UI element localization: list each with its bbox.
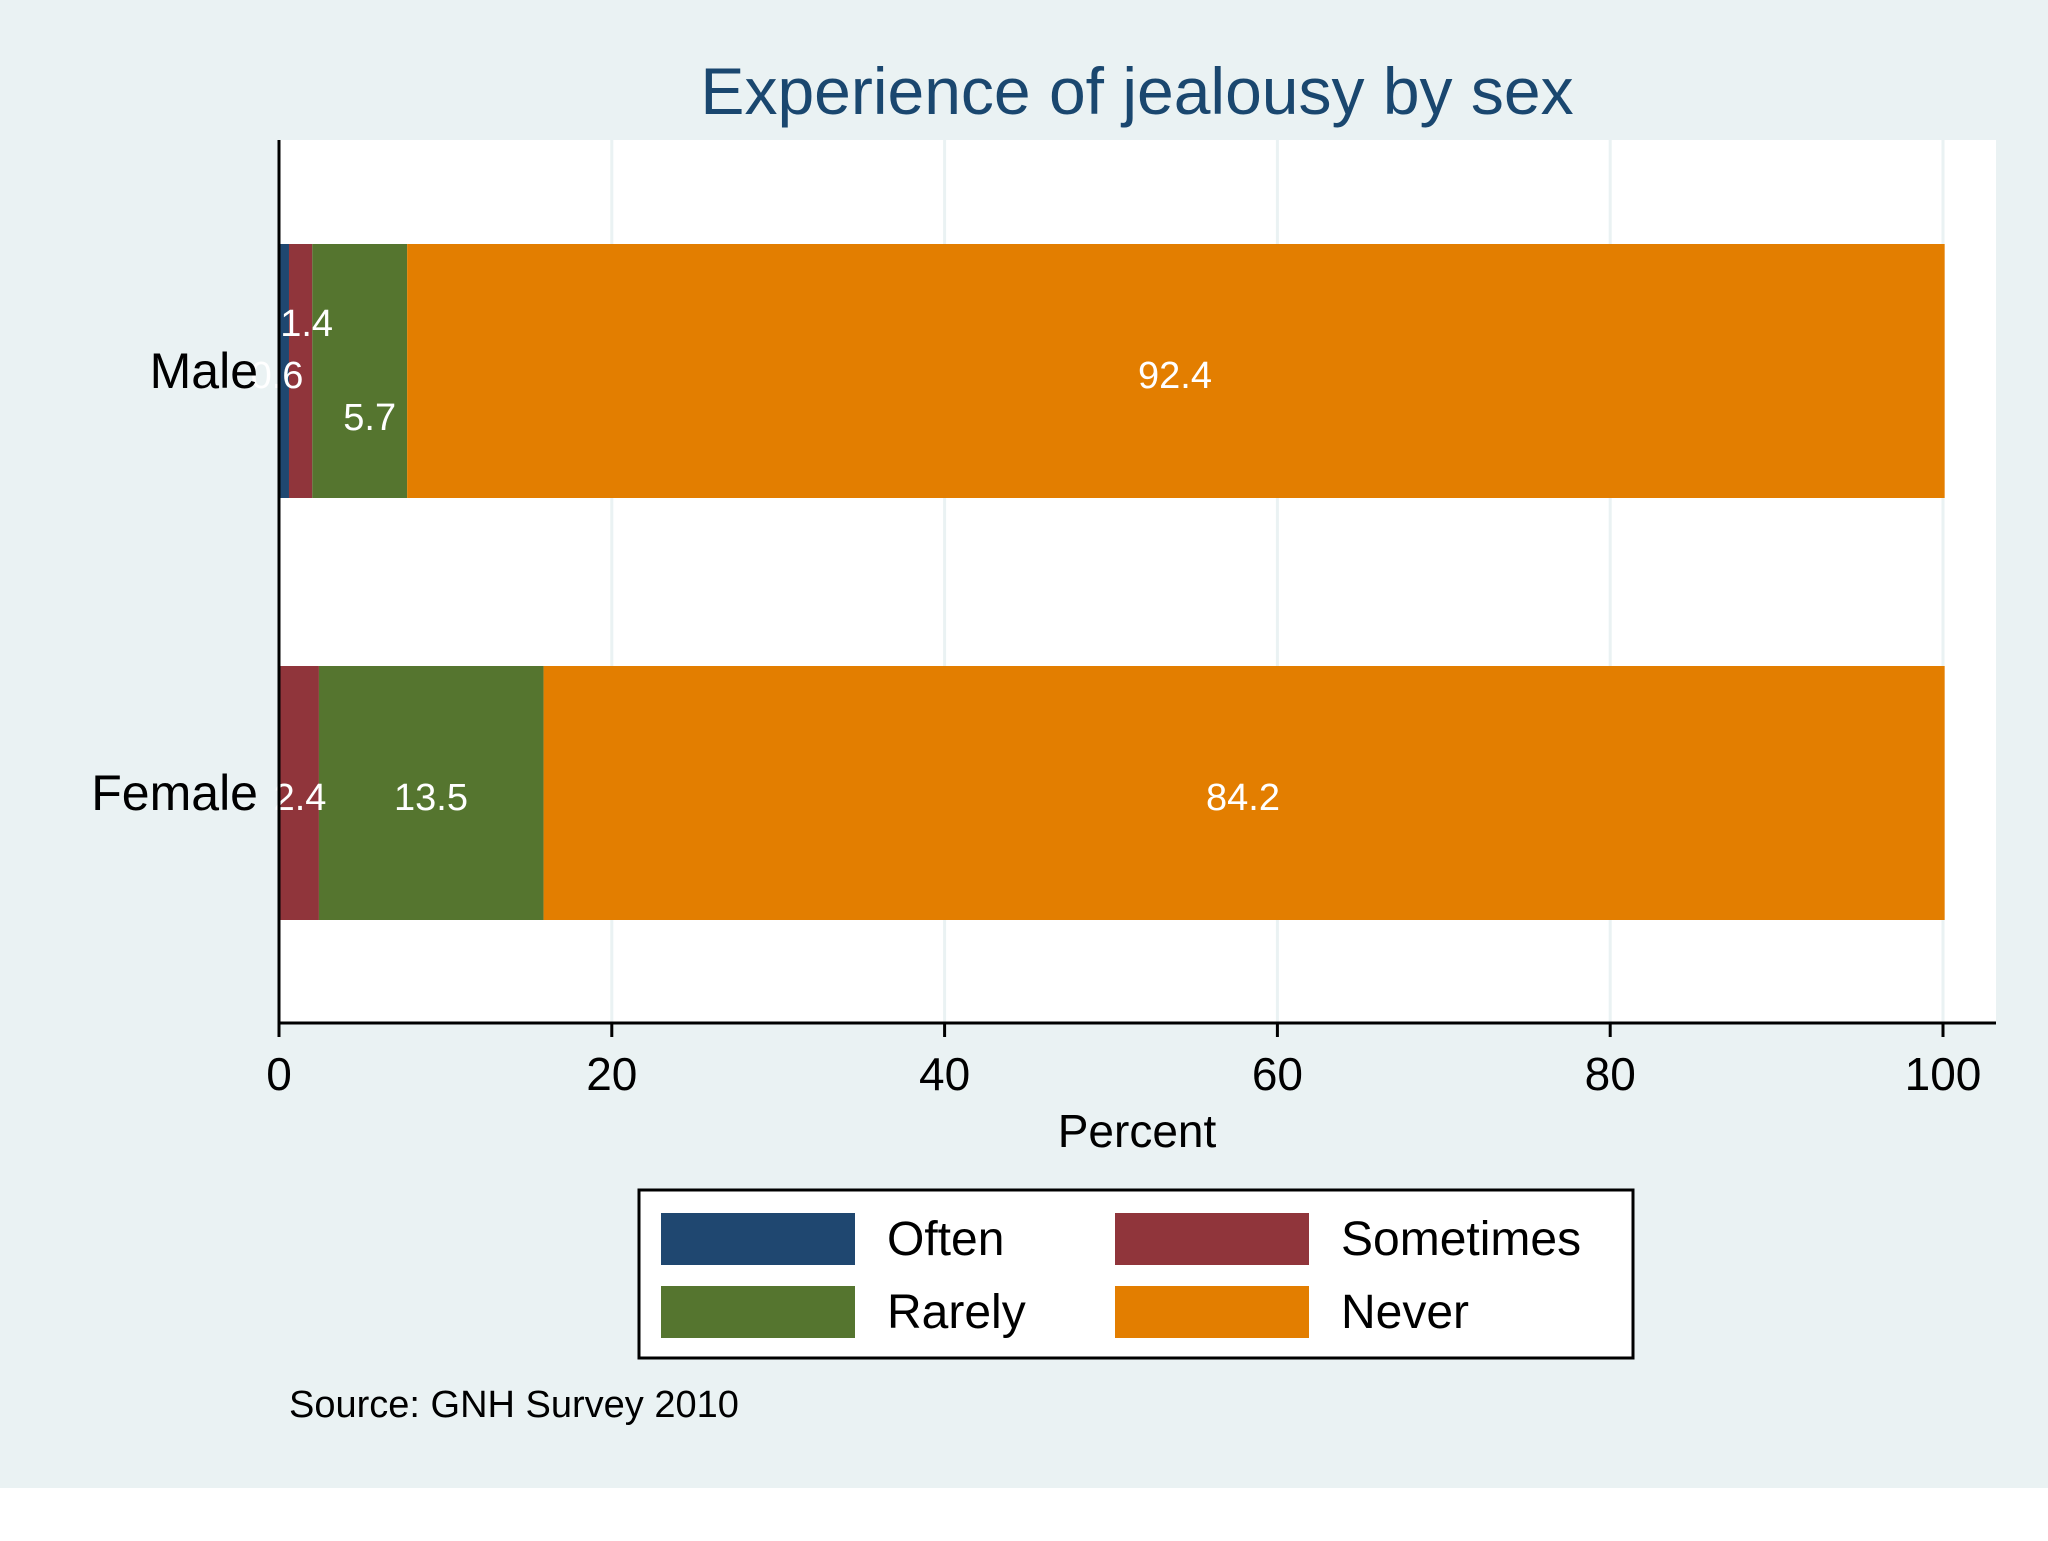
- bar-segment-sometimes: [288, 244, 313, 498]
- bar-segment-rarely: [318, 666, 544, 920]
- x-tick-label: 40: [919, 1048, 970, 1100]
- x-tick-label: 0: [266, 1048, 292, 1100]
- data-label: 0.6: [251, 355, 304, 397]
- x-tick-label: 100: [1905, 1048, 1982, 1100]
- data-label: 2.4: [274, 777, 327, 819]
- legend-swatch-never: [1115, 1286, 1309, 1338]
- chart-title: Experience of jealousy by sex: [700, 54, 1573, 128]
- bar-segment-never: [543, 666, 1945, 920]
- legend-swatch-often: [661, 1213, 855, 1265]
- data-label: 92.4: [1138, 355, 1212, 397]
- legend-label-never: Never: [1341, 1286, 1469, 1339]
- x-tick-label: 60: [1252, 1048, 1303, 1100]
- data-label: 13.5: [394, 777, 468, 819]
- data-label: 5.7: [343, 397, 396, 439]
- x-tick-label: 80: [1585, 1048, 1636, 1100]
- axis-layer: Male Female 0 20 40 60 80 100: [91, 140, 1996, 1100]
- legend-label-rarely: Rarely: [887, 1286, 1026, 1339]
- x-axis-label: Percent: [1058, 1105, 1217, 1157]
- x-tick-label: 20: [586, 1048, 637, 1100]
- bar-group-male: 0.6 1.4 5.7 92.4: [251, 244, 1945, 498]
- legend-swatch-sometimes: [1115, 1213, 1309, 1265]
- bar-segment-sometimes: [279, 666, 319, 920]
- bars-layer: 0.6 1.4 5.7 92.4 2.4 13.5 84.2: [251, 244, 1945, 920]
- legend-label-often: Often: [887, 1213, 1004, 1266]
- bar-segment-rarely: [312, 244, 408, 498]
- legend-label-sometimes: Sometimes: [1341, 1213, 1581, 1266]
- source-note: Source: GNH Survey 2010: [289, 1384, 739, 1426]
- data-label: 1.4: [280, 303, 333, 345]
- bar-group-female: 2.4 13.5 84.2: [274, 666, 1945, 920]
- legend-swatch-rarely: [661, 1286, 855, 1338]
- category-label: Female: [91, 765, 258, 821]
- legend: Often Sometimes Rarely Never: [637, 1188, 1635, 1360]
- bar-segment-never: [407, 244, 1945, 498]
- category-label: Male: [150, 343, 258, 399]
- bar-segment-often: [279, 244, 289, 498]
- data-label: 84.2: [1206, 777, 1280, 819]
